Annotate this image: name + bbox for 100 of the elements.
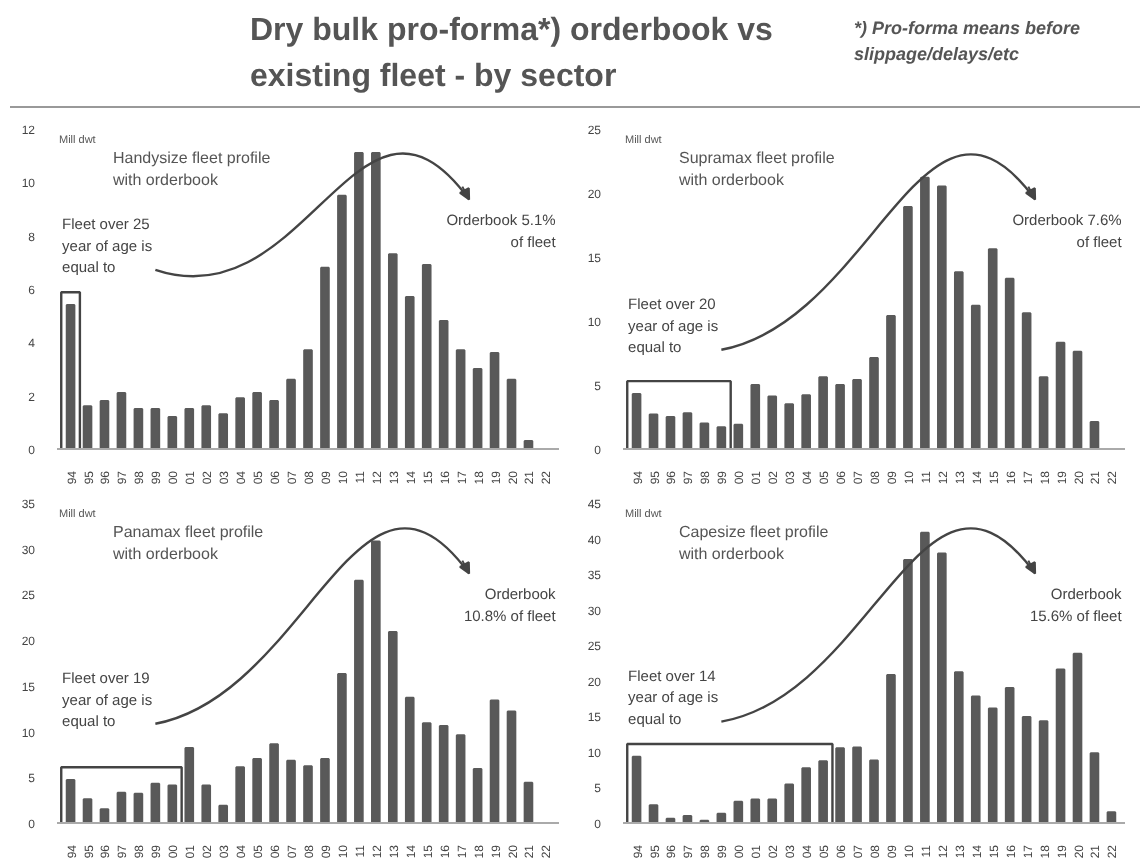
bar [506,710,517,823]
bar [784,403,795,449]
bar [303,349,313,449]
bar [987,707,998,823]
bar [903,558,913,823]
bar [835,747,845,823]
bar [852,378,862,449]
bar [937,552,947,823]
bar [150,782,161,823]
bar [523,781,534,823]
bar [869,759,879,823]
bar [455,349,466,449]
bar [201,784,212,823]
bar [937,185,947,449]
bar [218,413,229,449]
bar [818,760,828,823]
bar [235,397,245,449]
bar [733,800,744,823]
bar [665,416,676,449]
bar [320,266,330,449]
bar [903,206,913,449]
bar [699,422,710,449]
text: *) Pro-forma means before slippage/delays/etc [854,16,1083,68]
bar [354,579,364,823]
bar [269,400,279,449]
bar [750,798,761,823]
bar [886,314,896,449]
bar [1021,716,1032,823]
bar [455,734,466,823]
bar [1038,376,1049,449]
bar [852,746,862,823]
bar [133,408,144,449]
bar [1055,668,1066,823]
bar [970,304,981,449]
bar [286,759,296,823]
bar [404,696,415,823]
bar [1089,421,1100,449]
bar [716,426,727,449]
bar [750,384,761,449]
bar [1089,752,1100,823]
bar [320,758,330,823]
bar [184,747,195,823]
text: Dry bulk pro-forma*) orderbook vs existing fleet - by sector [250,12,775,98]
bar [65,779,76,823]
bar [387,630,398,823]
bar [767,798,778,823]
bar [150,408,161,449]
bar [252,392,262,449]
bar [489,352,500,449]
text: Capesize fleet profile with orderbook [676,523,830,563]
bar [337,194,347,449]
bar [99,400,110,449]
bar [631,755,642,823]
bar [506,378,517,449]
bar [354,152,364,449]
bar [472,368,483,449]
bar [82,405,93,449]
bar [886,674,896,823]
bar [784,783,795,823]
bar [184,408,195,449]
bar [953,671,964,823]
bar [167,784,178,823]
bar [987,248,998,449]
bar [1072,652,1083,823]
bar [387,253,398,449]
bar [99,808,110,823]
bar [371,152,381,449]
bar [733,423,744,449]
bar [438,725,449,823]
bar [337,672,347,823]
bar [116,791,127,823]
bar [801,394,811,449]
bar [1055,341,1066,449]
bar [970,695,981,823]
bar [218,804,229,823]
bar [920,176,930,449]
bar [835,384,845,449]
bar [1072,350,1083,449]
text: Supramax fleet profile with orderbook [676,149,836,189]
bar [869,357,879,449]
bar [1004,277,1015,449]
bar [438,320,449,449]
bar [489,699,500,823]
bar [286,378,296,449]
bar [1106,811,1117,823]
bar [472,768,483,823]
bar [920,531,930,823]
bar [82,798,93,823]
bar [167,416,178,449]
bar [269,743,279,823]
bar [631,392,642,449]
bar [648,413,659,449]
bar [252,758,262,823]
bar [1021,312,1032,449]
bar [201,405,212,449]
bar [801,767,811,823]
bar [1004,686,1015,823]
bar [953,271,964,449]
bar [767,395,778,449]
bar [1038,720,1049,823]
